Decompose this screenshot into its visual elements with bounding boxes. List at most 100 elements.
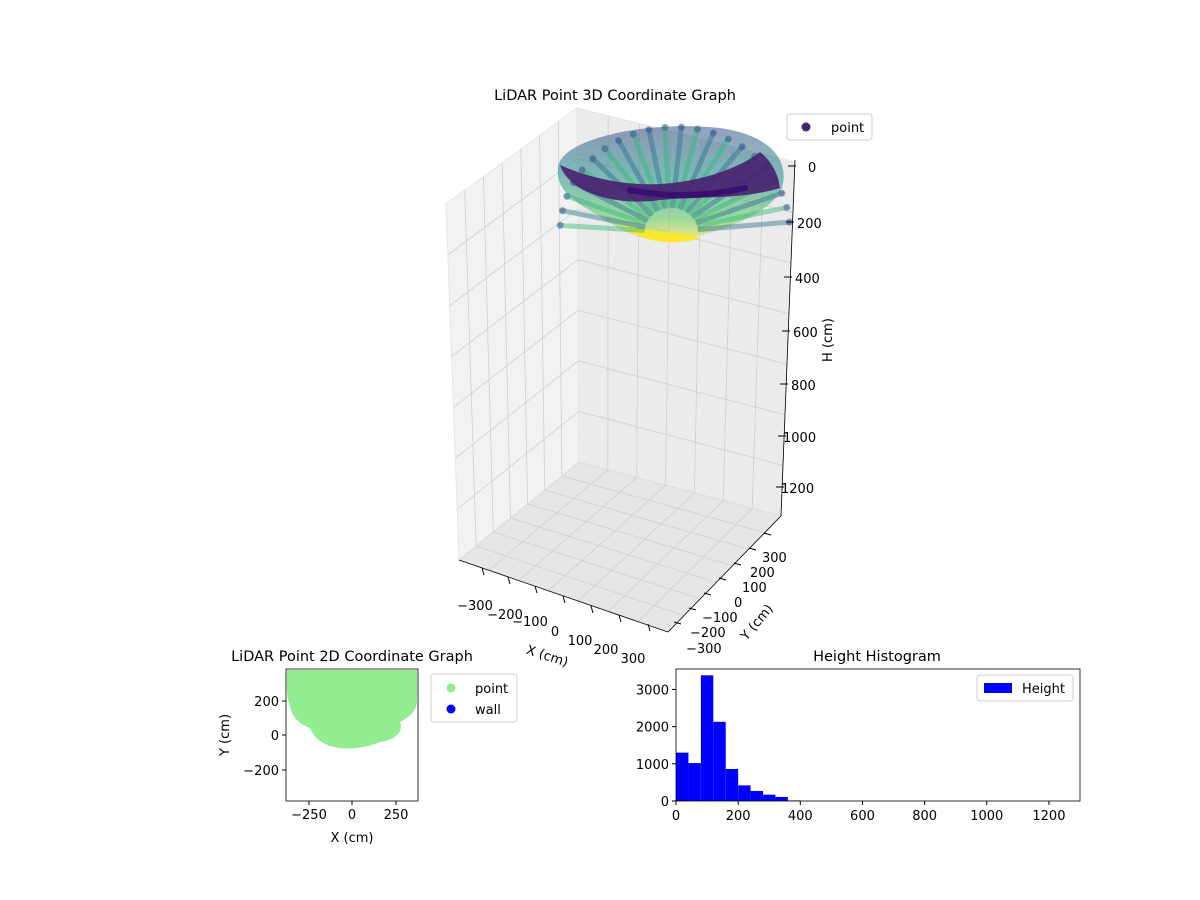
point-cloud-3d (556, 123, 793, 243)
grid-line (520, 149, 528, 505)
x-tick-label: −250 (291, 808, 327, 823)
x-tick-label: −300 (457, 599, 493, 614)
legend-3d: point (786, 113, 873, 141)
legend-marker (801, 122, 811, 132)
y-tick-label: 0 (661, 795, 669, 810)
point-ray (564, 193, 647, 226)
y-tick-label: 0 (271, 729, 279, 744)
x-tick-label: 100 (568, 634, 593, 649)
z-tick: 1000 (778, 431, 816, 446)
legend-label: point (831, 121, 864, 136)
point (709, 129, 717, 137)
legend-histogram: Height (976, 674, 1074, 702)
z-tick: 0 (788, 161, 816, 176)
grid-line (493, 531, 701, 600)
x-tick-label: 0 (551, 625, 559, 640)
legend-label: Height (1022, 682, 1065, 697)
point (601, 145, 609, 153)
x-tick-label: 1000 (970, 809, 1003, 824)
histogram-y-ticks: 0 1000 2000 3000 (636, 683, 676, 810)
x-tick-label: 400 (788, 809, 813, 824)
legend-marker-wall (446, 704, 456, 714)
x-tick-label: 800 (912, 809, 937, 824)
y-tick: −300 (673, 621, 722, 657)
z-tick: 800 (780, 379, 816, 394)
x-tick: 300 (621, 623, 651, 667)
x-tick-label: 0 (672, 809, 680, 824)
z-axis-line (780, 159, 796, 517)
histogram-bar (763, 794, 776, 801)
y-tick: 0 (271, 729, 286, 744)
grid-line (578, 492, 695, 602)
z-tick: 1200 (776, 482, 814, 497)
point (694, 125, 702, 133)
y-tick-label: 0 (734, 596, 742, 611)
chart-2d-title: LiDAR Point 2D Coordinate Graph (231, 649, 473, 665)
chart-2d: LiDAR Point 2D Coordinate Graph 200 0 −2… (218, 649, 518, 846)
z-tick-label: 1200 (781, 482, 814, 497)
x-tick-label: 0 (348, 808, 356, 823)
point (661, 123, 669, 131)
y-tick-label: −200 (243, 764, 279, 779)
legend-2d: point wall (430, 673, 518, 723)
grid-line (501, 162, 511, 519)
x-tick-label: 1200 (1032, 809, 1065, 824)
grid-line (449, 208, 578, 307)
grid-line (483, 176, 494, 533)
point-ray (557, 222, 646, 233)
point (724, 135, 732, 143)
point (629, 130, 637, 138)
grid-line (456, 411, 579, 510)
grid-line (561, 475, 765, 533)
z-tick-label: 0 (808, 161, 816, 176)
grid-line (548, 484, 666, 592)
x-tick: 200 (594, 614, 622, 658)
z-tick-label: 200 (797, 217, 822, 232)
z-tick-label: 400 (795, 272, 820, 287)
histogram-bar (725, 769, 739, 801)
x-tick: 0 (551, 595, 566, 640)
chart-3d: LiDAR Point 3D Coordinate Graph 0 200 40… (445, 88, 873, 670)
grid-line (447, 158, 578, 256)
point (563, 192, 571, 200)
grid-line (637, 508, 753, 622)
y-tick-label: −100 (702, 611, 738, 626)
x-tick-label: 250 (384, 808, 409, 823)
y-tick-label: 300 (762, 551, 787, 566)
x-tick: −250 (291, 801, 327, 823)
grid-line (476, 545, 685, 616)
histogram-bar (676, 752, 689, 801)
grid-line (578, 360, 786, 416)
z-tick-label: 1000 (783, 431, 816, 446)
histogram-title: Height Histogram (813, 649, 941, 665)
x-tick: 250 (384, 801, 409, 823)
point (589, 155, 597, 163)
histogram-bar (700, 675, 714, 801)
y-tick: 200 (748, 547, 775, 581)
x-tick-label: 200 (594, 643, 619, 658)
y-tick: −200 (243, 764, 286, 779)
y-tick: −200 (688, 607, 726, 641)
grid-line (578, 411, 784, 466)
histogram-x-ticks: 0 200 400 600 800 1000 1200 (672, 801, 1065, 824)
grid-line (578, 309, 788, 365)
z-tick: 200 (786, 217, 822, 232)
point (645, 126, 653, 134)
point-ray (695, 190, 785, 225)
point (558, 207, 566, 215)
y-tick-label: −200 (690, 626, 726, 641)
y-axis-label-2d: Y (cm) (218, 714, 233, 757)
y-tick-label: 100 (742, 581, 767, 596)
y-tick-label: 3000 (636, 683, 669, 698)
grid-line (464, 190, 477, 547)
chart-histogram: Height Histogram 0 1000 2000 3000 0 200 400 60… (636, 649, 1081, 824)
histogram-bar (750, 790, 764, 801)
histogram-bar (713, 721, 726, 801)
y-tick: 300 (762, 532, 787, 566)
grid-line (510, 517, 717, 583)
point (738, 143, 746, 151)
grid-line (557, 121, 563, 477)
grid-line (455, 360, 579, 459)
point-ray (697, 219, 792, 233)
grid-line (527, 503, 733, 567)
